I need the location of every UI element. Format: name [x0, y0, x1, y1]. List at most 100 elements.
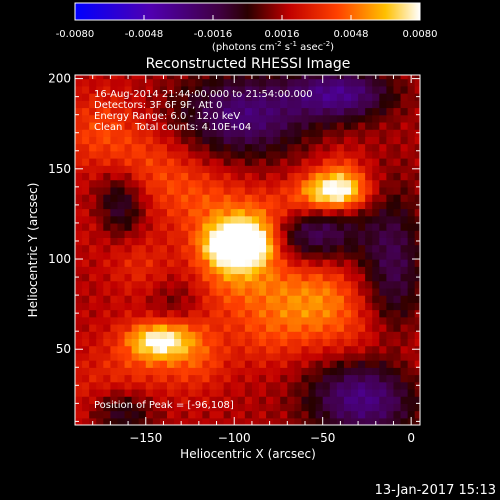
heatmap-cell — [351, 295, 359, 303]
plot-frame — [74, 74, 421, 426]
heatmap-cell — [400, 381, 409, 390]
heatmap-cell — [188, 360, 196, 368]
heatmap-cell — [244, 280, 253, 289]
heatmap-cell — [251, 165, 260, 174]
heatmap-cell — [89, 215, 97, 224]
heatmap-cell — [216, 93, 225, 101]
heatmap-cell — [152, 100, 161, 109]
heatmap-cell — [400, 331, 409, 340]
heatmap-cell — [244, 323, 253, 332]
heatmap-cell — [188, 374, 196, 383]
heatmap-cell — [301, 352, 310, 361]
heatmap-cell — [103, 78, 111, 87]
heatmap-cell — [400, 215, 409, 224]
heatmap-cell — [280, 367, 288, 376]
heatmap-cell — [358, 114, 366, 123]
heatmap-cell — [202, 136, 211, 145]
heatmap-cell — [89, 93, 97, 101]
heatmap-cell — [152, 396, 161, 404]
heatmap-cell — [329, 352, 338, 361]
heatmap-cell — [322, 244, 331, 253]
heatmap-cell — [89, 295, 97, 303]
heatmap-cell — [89, 85, 97, 94]
heatmap-cell — [287, 201, 295, 210]
heatmap-cell — [75, 410, 83, 419]
heatmap-cell — [209, 381, 218, 390]
heatmap-cell — [414, 194, 420, 202]
heatmap-cell — [89, 403, 97, 412]
heatmap-cell — [322, 403, 331, 412]
heatmap-cell — [386, 374, 395, 383]
heatmap-cell — [103, 374, 111, 383]
heatmap-cell — [351, 360, 359, 368]
heatmap-cell — [343, 280, 352, 289]
heatmap-cell — [152, 352, 161, 361]
heatmap-cell — [103, 143, 111, 152]
heatmap-cell — [89, 302, 97, 311]
heatmap-cell — [301, 244, 310, 253]
heatmap-cell — [230, 403, 239, 412]
heatmap-cell — [259, 410, 267, 419]
heatmap-cell — [343, 157, 352, 166]
heatmap-cell — [343, 136, 352, 145]
heatmap-cell — [379, 100, 387, 109]
heatmap-cell — [308, 309, 317, 318]
heatmap-cell — [315, 323, 324, 332]
heatmap-cell — [223, 295, 232, 303]
heatmap-cell — [315, 194, 324, 202]
heatmap-cell — [393, 316, 402, 325]
heatmap-cell — [96, 309, 104, 318]
heatmap-cell — [393, 374, 402, 383]
heatmap-cell — [294, 208, 303, 217]
heatmap-cell — [152, 295, 161, 303]
heatmap-cell — [244, 360, 253, 368]
heatmap-cell — [400, 295, 409, 303]
heatmap-cell — [322, 208, 331, 217]
heatmap-cell — [159, 352, 168, 361]
heatmap-cell — [110, 323, 119, 332]
heatmap-cell — [237, 309, 246, 318]
heatmap-cell — [266, 388, 274, 397]
heatmap-cell — [216, 352, 225, 361]
heatmap-cell — [244, 410, 253, 419]
heatmap-cell — [96, 417, 104, 425]
heatmap-cell — [365, 150, 373, 159]
heatmap-cell — [216, 396, 225, 404]
heatmap-cell — [259, 388, 267, 397]
heatmap-cell — [96, 237, 104, 246]
heatmap-cell — [351, 417, 359, 425]
heatmap-cell — [273, 201, 281, 210]
heatmap-cell — [230, 93, 239, 101]
heatmap-cell — [138, 302, 147, 311]
heatmap-cell — [167, 201, 175, 210]
heatmap-cell — [280, 215, 288, 224]
heatmap-cell — [251, 201, 260, 210]
heatmap-cell — [358, 215, 366, 224]
heatmap-cell — [82, 338, 90, 347]
heatmap-cell — [251, 179, 260, 188]
heatmap-cell — [152, 179, 161, 188]
heatmap-cell — [223, 360, 232, 368]
heatmap-cell — [145, 280, 154, 289]
heatmap-cell — [301, 237, 310, 246]
heatmap-cell — [365, 100, 373, 109]
heatmap-cell — [343, 403, 352, 412]
heatmap-cell — [365, 302, 373, 311]
heatmap-cell — [372, 107, 380, 116]
heatmap-cell — [131, 396, 140, 404]
heatmap-cell — [174, 222, 182, 231]
heatmap-cell — [89, 172, 97, 181]
heatmap-cell — [124, 201, 133, 210]
heatmap-cell — [379, 78, 387, 87]
heatmap-cell — [308, 179, 317, 188]
heatmap-cell — [301, 222, 310, 231]
heatmap-cell — [237, 129, 246, 137]
heatmap-cell — [393, 100, 402, 109]
heatmap-cell — [280, 100, 288, 109]
heatmap-cell — [287, 150, 295, 159]
heatmap-cell — [315, 396, 324, 404]
heatmap-cell — [110, 179, 119, 188]
heatmap-cell — [315, 201, 324, 210]
heatmap-cell — [322, 186, 331, 195]
heatmap-cell — [174, 280, 182, 289]
